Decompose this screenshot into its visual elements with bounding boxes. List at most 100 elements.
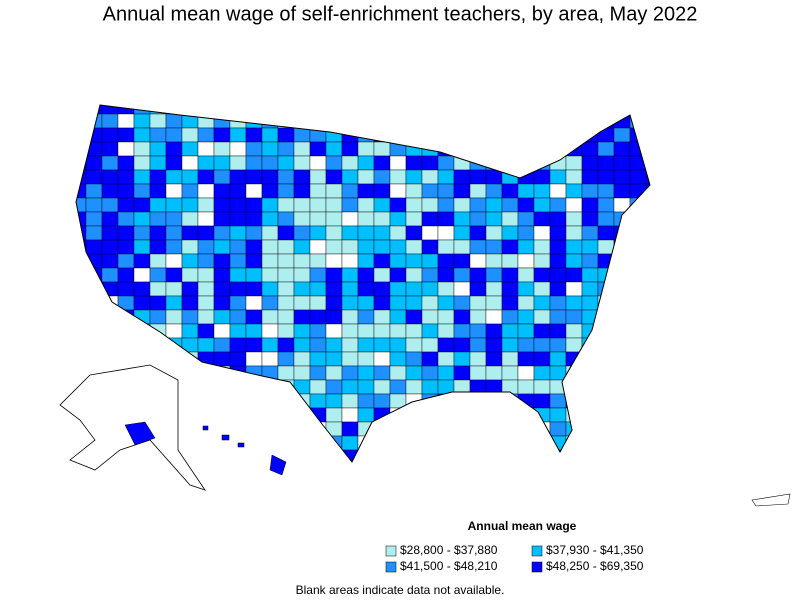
map-area (501, 183, 519, 199)
map-area (261, 225, 279, 241)
map-area (405, 323, 423, 339)
map-area (549, 197, 567, 213)
map-area (261, 267, 279, 283)
map-area (389, 295, 407, 311)
map-area (133, 197, 151, 213)
map-area (198, 464, 214, 478)
map-area (469, 239, 487, 255)
map-area (502, 464, 518, 478)
map-area (469, 407, 487, 423)
map-area (85, 337, 103, 353)
map-area (437, 351, 455, 367)
map-area (501, 105, 519, 115)
map-area (533, 267, 551, 283)
map-area (645, 281, 650, 297)
map-area (613, 197, 631, 213)
map-area (117, 105, 135, 115)
map-area (181, 253, 199, 269)
map-area (245, 407, 263, 423)
map-area (197, 127, 215, 143)
map-area (549, 337, 567, 353)
map-area (293, 267, 311, 283)
map-area (533, 253, 551, 269)
map-area (165, 351, 183, 367)
map-area (645, 169, 650, 185)
map-area (357, 183, 375, 199)
map-area (197, 113, 215, 129)
alaska-area (124, 421, 156, 446)
map-area (373, 421, 391, 437)
map-area (277, 141, 295, 157)
map-area (133, 105, 151, 115)
map-area (421, 169, 439, 185)
map-area (357, 281, 375, 297)
map-area (229, 379, 247, 395)
map-area (501, 407, 519, 423)
map-area (261, 323, 279, 339)
map-area (373, 225, 391, 241)
map-area (469, 435, 487, 451)
map-area (214, 464, 230, 478)
map-area (197, 105, 215, 115)
map-area (261, 211, 279, 227)
map-area (309, 379, 327, 395)
map-area (581, 105, 599, 115)
map-area (325, 421, 343, 437)
map-area (421, 225, 439, 241)
map-area (629, 197, 647, 213)
map-area (165, 105, 183, 115)
map-area (357, 113, 375, 129)
map-area (517, 105, 535, 115)
map-area (325, 309, 343, 325)
map-area (341, 435, 359, 451)
map-area (613, 309, 631, 325)
map-area (373, 239, 391, 255)
map-area (597, 169, 615, 185)
map-area (613, 407, 631, 423)
legend-label: $28,800 - $37,880 (400, 543, 498, 557)
map-area (309, 113, 327, 129)
map-area (117, 351, 135, 367)
map-area (149, 239, 167, 255)
map-area (437, 435, 455, 451)
map-area (645, 253, 650, 269)
map-area (101, 267, 119, 283)
map-area (549, 239, 567, 255)
map-area (197, 379, 215, 395)
map-area (405, 407, 423, 423)
map-area (453, 155, 471, 171)
map-area (453, 169, 471, 185)
map-area (501, 365, 519, 381)
map-area (565, 169, 583, 185)
map-area (437, 225, 455, 241)
map-area (357, 337, 375, 353)
map-area (629, 127, 647, 143)
map-area (85, 183, 103, 199)
map-area (389, 253, 407, 269)
map-area (181, 379, 199, 395)
map-area (165, 155, 183, 171)
map-area (581, 337, 599, 353)
map-area (405, 197, 423, 213)
map-area (501, 337, 519, 353)
map-area (389, 239, 407, 255)
map-area (309, 449, 327, 462)
map-area (517, 169, 535, 185)
map-area (293, 141, 311, 157)
map-area (261, 435, 279, 451)
map-area (549, 323, 567, 339)
map-area (517, 281, 535, 297)
map-area (197, 323, 215, 339)
map-area (533, 197, 551, 213)
map-area (501, 309, 519, 325)
map-area (613, 211, 631, 227)
map-area (645, 365, 650, 381)
legend-label: $48,250 - $69,350 (546, 559, 644, 573)
map-area (309, 337, 327, 353)
map-area (309, 141, 327, 157)
map-area (437, 239, 455, 255)
map-area (501, 155, 519, 171)
map-area (597, 407, 615, 423)
map-area (581, 239, 599, 255)
map-area (630, 464, 646, 478)
